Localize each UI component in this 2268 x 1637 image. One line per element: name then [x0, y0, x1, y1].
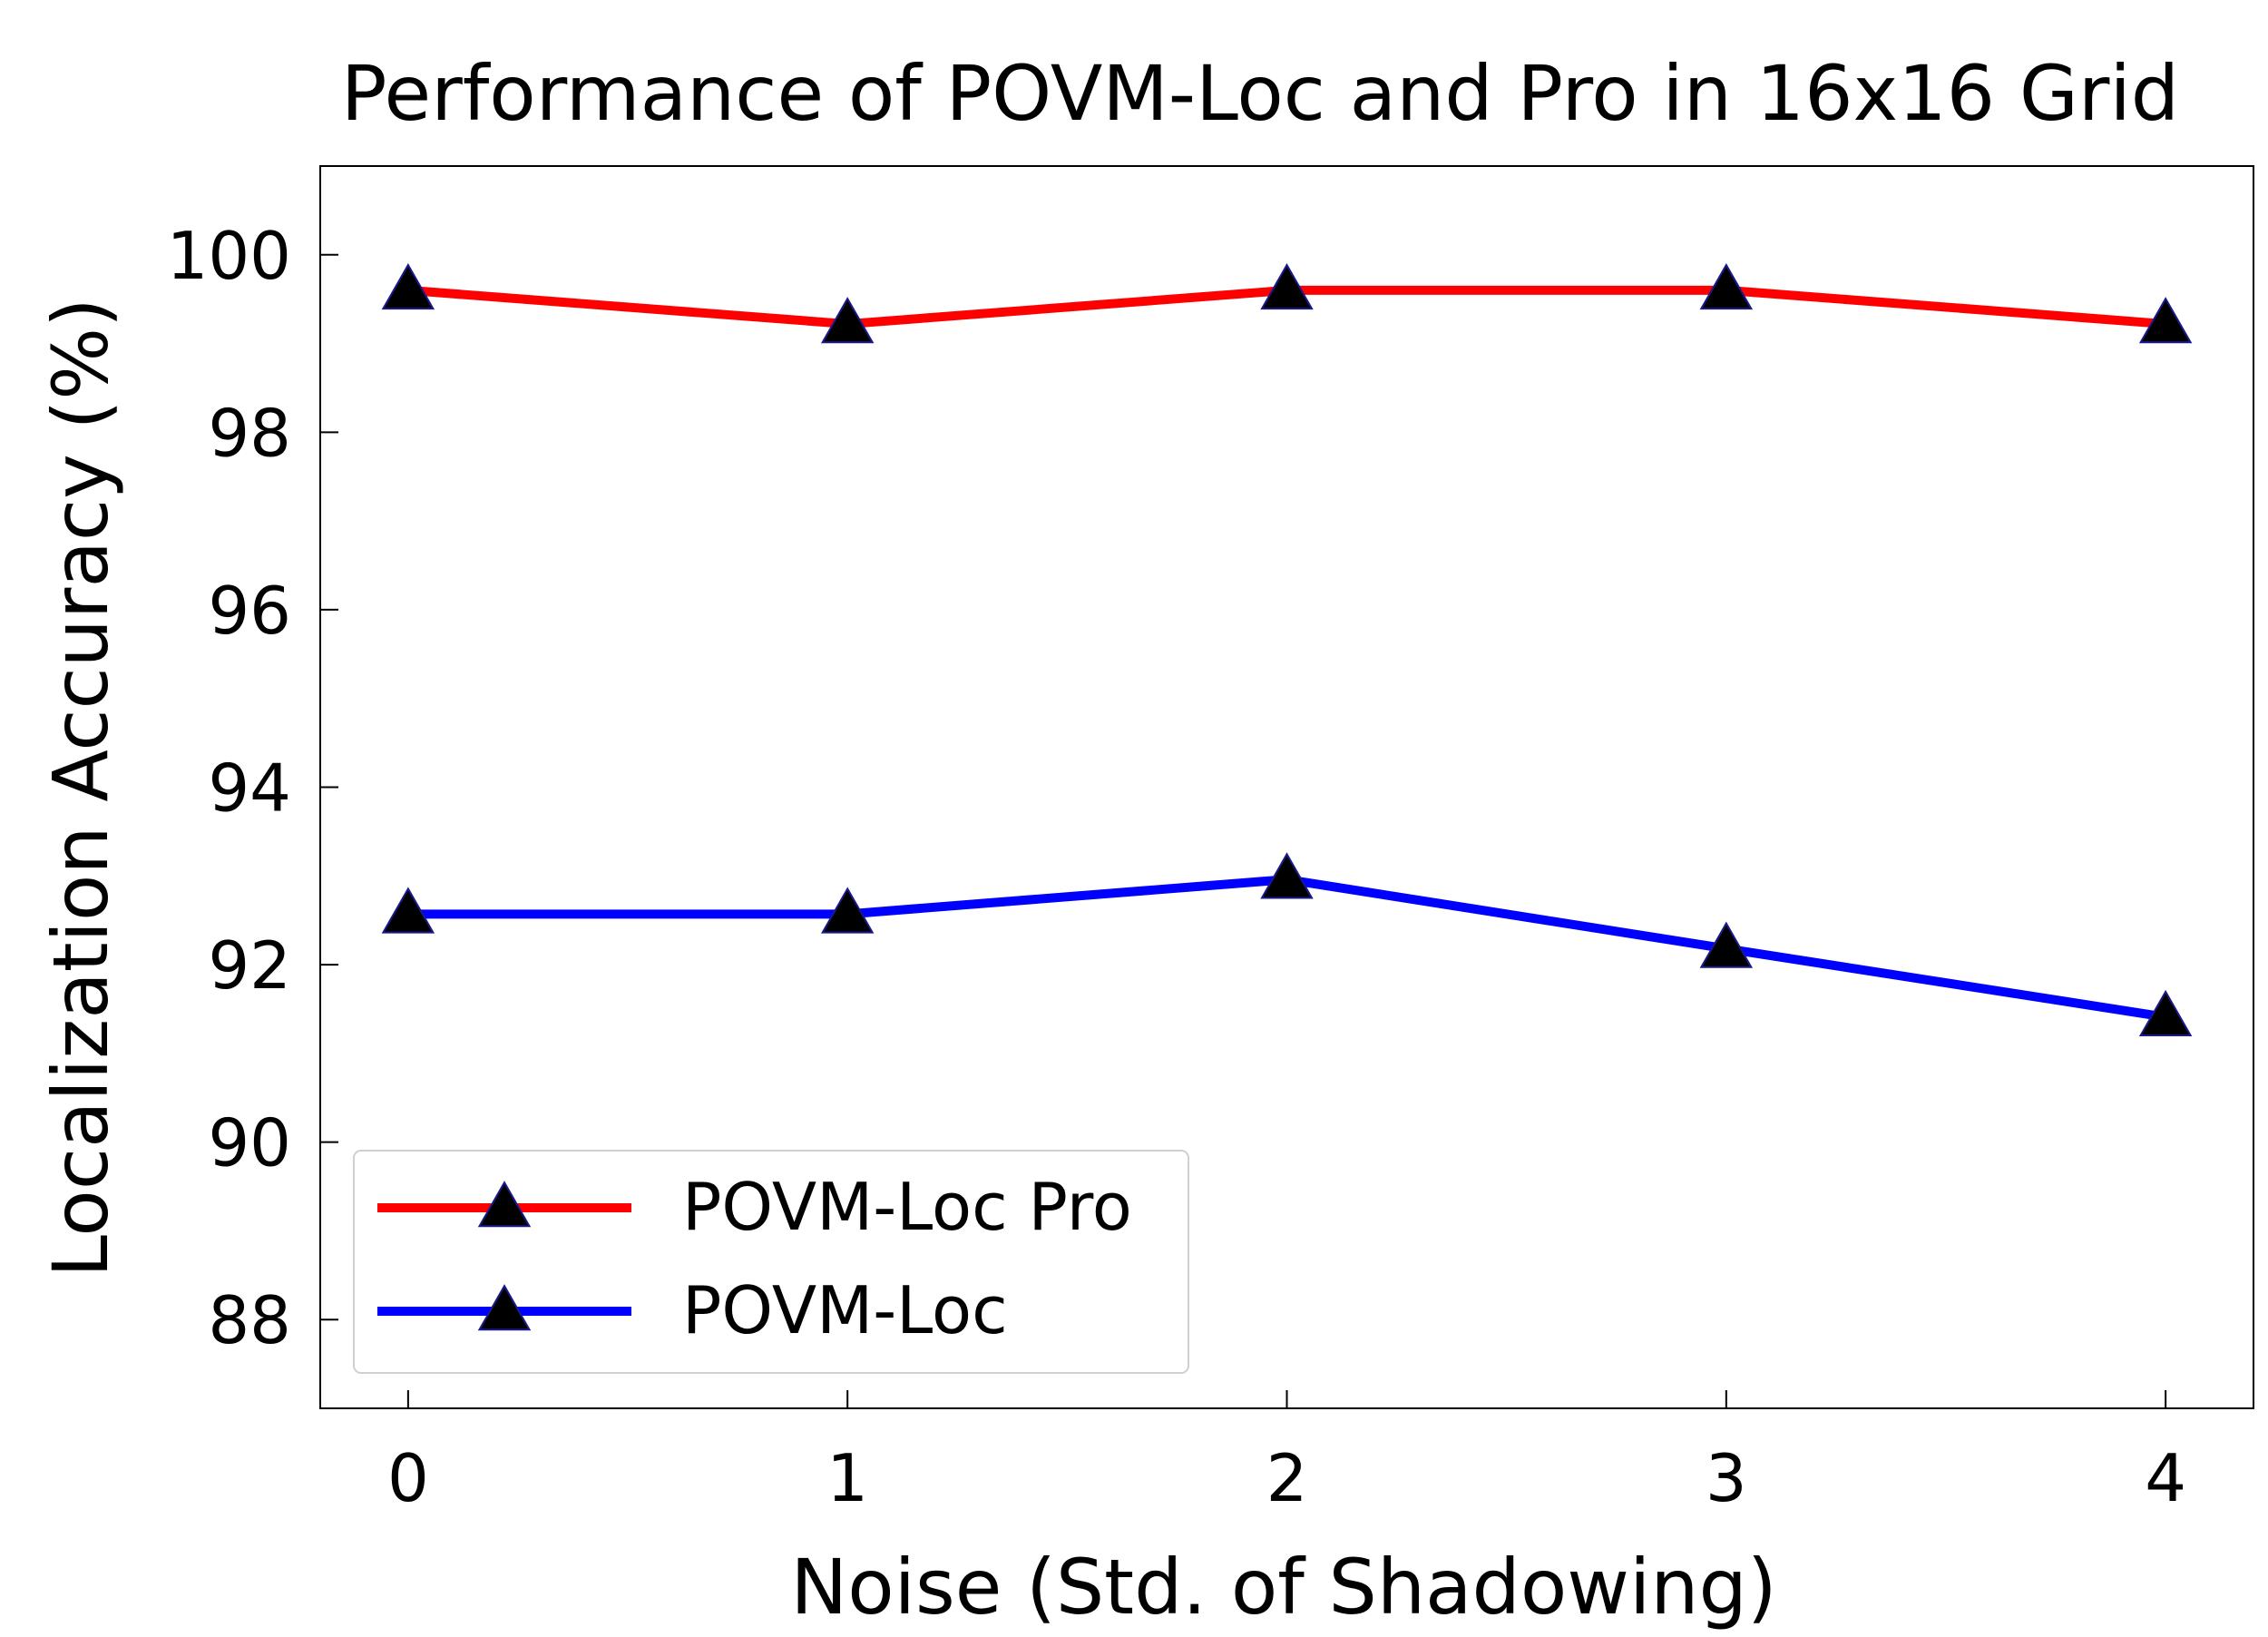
- y-tick-label: 90: [208, 1105, 291, 1181]
- x-tick-label: 4: [2145, 1440, 2186, 1516]
- y-axis-ticks: 88 90 92 94 96 98 100: [167, 218, 338, 1358]
- series-line: [407, 875, 2166, 1022]
- legend-marker-icon: [477, 1284, 532, 1331]
- legend: POVM-Loc Pro POVM-Loc: [353, 1150, 1189, 1374]
- data-point-marker: [820, 297, 875, 344]
- x-tick-label: 3: [1706, 1440, 1747, 1516]
- legend-marker-icon: [477, 1181, 532, 1228]
- data-point-marker: [2138, 297, 2193, 344]
- legend-item: POVM-Loc Pro: [377, 1169, 1132, 1245]
- legend-item: POVM-Loc: [377, 1272, 1008, 1348]
- data-point-marker: [820, 887, 875, 934]
- data-point-marker: [1699, 262, 1754, 310]
- plot-area: 88 90 92 94 96 98 100 0 1 2 3 4: [167, 165, 2254, 1516]
- data-point-marker: [1699, 921, 1754, 968]
- data-point-marker: [2138, 989, 2193, 1037]
- legend-label: POVM-Loc: [682, 1272, 1008, 1348]
- y-tick-label: 88: [208, 1282, 291, 1358]
- data-point-marker: [1260, 262, 1314, 310]
- data-point-marker: [381, 887, 435, 934]
- legend-label: POVM-Loc Pro: [682, 1169, 1132, 1245]
- y-tick-label: 100: [167, 218, 291, 294]
- series-povm-loc: [381, 852, 2193, 1037]
- y-tick-label: 96: [208, 573, 291, 649]
- y-tick-label: 94: [208, 750, 291, 827]
- data-point-marker: [1260, 852, 1314, 899]
- x-axis-ticks: 0 1 2 3 4: [387, 1390, 2186, 1516]
- y-tick-label: 98: [208, 395, 291, 471]
- chart-title: Performance of POVM-Loc and Pro in 16x16…: [341, 49, 2179, 138]
- y-tick-label: 92: [208, 927, 291, 1004]
- series-povm-loc-pro: [381, 262, 2193, 344]
- x-tick-label: 1: [826, 1440, 868, 1516]
- x-tick-label: 2: [1266, 1440, 1308, 1516]
- y-axis-label: Localization Accuracy (%): [36, 298, 125, 1278]
- x-axis-label: Noise (Std. of Shadowing): [790, 1543, 1776, 1632]
- data-point-marker: [381, 262, 435, 310]
- x-tick-label: 0: [387, 1440, 429, 1516]
